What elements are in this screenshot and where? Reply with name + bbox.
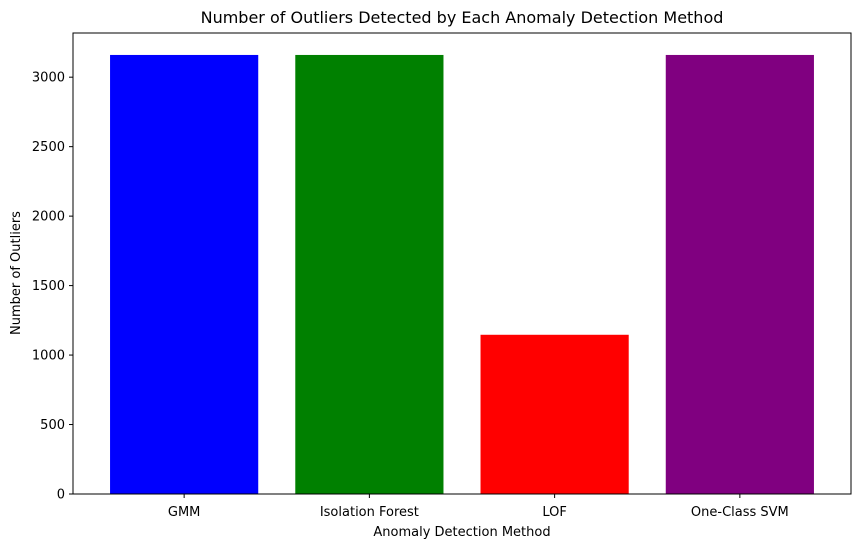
y-axis-ticks: 0 500 1000 1500 2000 2500 3000 <box>32 71 73 503</box>
y-tick-label: 1000 <box>32 349 65 364</box>
x-tick-label: One-Class SVM <box>691 505 789 520</box>
y-tick-label: 2000 <box>32 210 65 225</box>
x-tick-label: GMM <box>168 505 201 520</box>
y-tick-label: 0 <box>57 488 65 503</box>
bar-lof <box>480 334 629 494</box>
x-tick-label: Isolation Forest <box>320 505 419 520</box>
bar-gmm <box>110 54 259 494</box>
x-axis-ticks: GMM Isolation Forest LOF One-Class SVM <box>168 494 789 520</box>
x-tick-label: LOF <box>542 505 567 520</box>
y-tick-label: 1500 <box>32 279 65 294</box>
bar-isolation-forest <box>295 54 444 494</box>
bars-group <box>110 54 814 494</box>
x-axis-label: Anomaly Detection Method <box>373 525 550 540</box>
y-tick-label: 500 <box>40 418 65 433</box>
chart-title: Number of Outliers Detected by Each Anom… <box>201 8 724 27</box>
y-tick-label: 2500 <box>32 140 65 155</box>
bar-one-class-svm <box>665 54 814 494</box>
y-axis-label: Number of Outliers <box>9 211 24 335</box>
y-tick-label: 3000 <box>32 71 65 86</box>
plot-frame <box>72 32 852 495</box>
